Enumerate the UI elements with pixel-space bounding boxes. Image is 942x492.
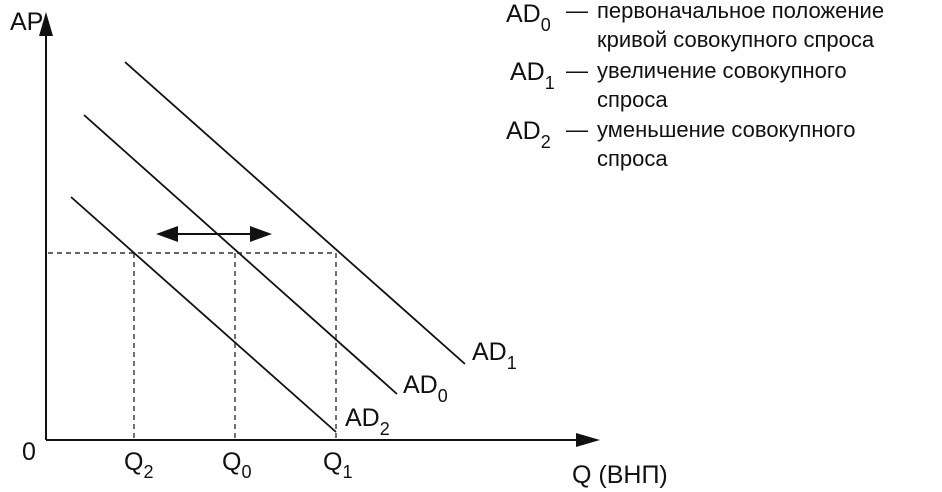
shift-arrow-left-icon <box>156 226 178 242</box>
legend-ad0-line1: первоначальное положение <box>597 0 884 23</box>
ad1-label: AD1 <box>472 338 517 373</box>
q1-label: Q1 <box>323 448 352 482</box>
legend-ad1-dash: — <box>566 58 588 83</box>
legend-ad1-line1: увеличение совокупного <box>597 58 847 83</box>
y-axis-label: AP <box>10 8 43 36</box>
ad2-curve <box>70 196 337 433</box>
q2-label: Q2 <box>124 448 153 482</box>
legend-ad2-symbol: AD2 <box>506 117 551 152</box>
legend-item-ad0: AD0 — первоначальное положение кривой со… <box>506 0 884 52</box>
legend-ad2-dash: — <box>566 117 588 142</box>
origin-label: 0 <box>22 438 36 466</box>
legend-ad0-dash: — <box>566 0 588 23</box>
ad2-label: AD2 <box>345 404 390 439</box>
y-axis-arrow-icon <box>39 12 53 36</box>
legend: AD0 — первоначальное положение кривой со… <box>506 0 884 171</box>
legend-ad1-line2: спроса <box>597 87 668 112</box>
legend-ad2-line2: спроса <box>597 146 668 171</box>
ad1-curve <box>124 61 466 365</box>
legend-ad1-symbol: AD1 <box>510 58 555 93</box>
x-axis-arrow-icon <box>576 433 600 447</box>
legend-ad2-line1: уменьшение совокупного <box>597 117 856 142</box>
q0-label: Q0 <box>222 448 251 482</box>
legend-ad0-symbol: AD0 <box>506 0 551 35</box>
legend-ad0-line2: кривой совокупного спроса <box>597 27 875 52</box>
x-axis-label: Q (ВНП) <box>572 461 668 489</box>
legend-item-ad2: AD2 — уменьшение совокупного спроса <box>506 117 856 171</box>
ad0-curve <box>83 114 398 395</box>
legend-item-ad1: AD1 — увеличение совокупного спроса <box>510 58 847 112</box>
ad0-label: AD0 <box>403 371 448 406</box>
shift-arrow-right-icon <box>250 226 272 242</box>
